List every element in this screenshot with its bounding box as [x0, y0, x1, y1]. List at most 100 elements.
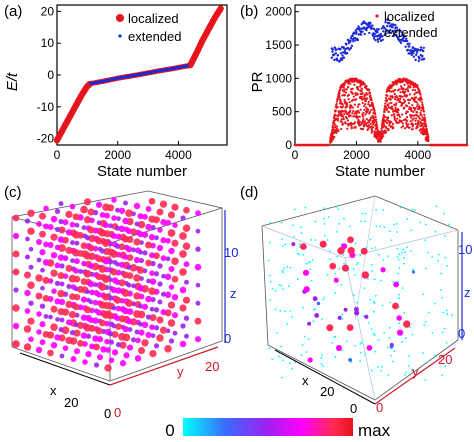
- site-c: [153, 325, 160, 331]
- site-c: [83, 216, 92, 224]
- site-c: [96, 354, 104, 361]
- point-localized-b: [363, 82, 366, 86]
- point-localized-b: [357, 118, 360, 122]
- site-d: [335, 206, 338, 208]
- point-extended-b: [400, 34, 403, 37]
- site-c: [58, 219, 64, 225]
- point-extended-b: [365, 26, 369, 30]
- point-localized-b: [411, 128, 414, 131]
- point-localized-b: [346, 122, 349, 125]
- site-d: [337, 208, 340, 211]
- point-localized-b: [372, 116, 375, 119]
- z-tick-c-10: 10: [224, 245, 238, 260]
- site-d: [321, 318, 324, 320]
- point-localized-b: [399, 100, 402, 104]
- point-localized-b: [402, 124, 405, 128]
- site-c: [171, 257, 179, 266]
- site-c: [127, 327, 133, 333]
- x-tick-c-0: 0: [104, 406, 111, 421]
- point-localized-b: [343, 90, 346, 93]
- point-localized-b: [423, 118, 427, 121]
- point-extended-b: [422, 49, 425, 53]
- point-localized-b: [346, 119, 349, 122]
- site-c: [66, 283, 72, 289]
- site-c: [122, 307, 129, 315]
- point-localized-b: [401, 90, 404, 93]
- point-extended-b: [414, 53, 418, 57]
- site-d-bright: [343, 307, 348, 312]
- site-c: [138, 249, 143, 255]
- panel-a-ytick-label: -20: [37, 132, 55, 146]
- point-extended-b: [417, 59, 421, 63]
- panel-a-xtick-label: 0: [54, 148, 61, 162]
- site-c: [27, 227, 35, 235]
- site-d: [281, 271, 284, 274]
- site-d: [268, 347, 271, 350]
- site-c: [153, 343, 160, 349]
- site-c: [160, 219, 167, 226]
- site-d: [388, 337, 391, 339]
- site-d: [377, 338, 380, 341]
- site-d: [269, 274, 271, 277]
- site-c: [121, 235, 130, 243]
- site-c: [72, 249, 80, 257]
- point-localized-b: [406, 125, 409, 128]
- point-localized-b: [421, 116, 424, 119]
- site-c: [81, 260, 87, 267]
- point-extended-b: [373, 32, 376, 36]
- point-extended-b: [408, 42, 411, 45]
- site-c: [164, 291, 172, 299]
- site-c: [27, 317, 35, 325]
- site-c: [182, 242, 191, 250]
- point-localized-b: [377, 140, 381, 143]
- point-localized-b: [381, 126, 385, 129]
- site-d: [359, 254, 362, 257]
- site-d: [393, 223, 395, 226]
- site-d: [308, 260, 311, 263]
- point-localized-b: [388, 102, 391, 105]
- point-localized-b: [374, 113, 377, 116]
- point-localized-b: [406, 94, 409, 97]
- point-localized-b: [362, 118, 365, 121]
- site-c: [54, 208, 61, 215]
- point-extended-b: [412, 51, 415, 55]
- site-c: [74, 240, 80, 246]
- site-c: [36, 257, 42, 263]
- site-c: [51, 288, 57, 294]
- z-axis-label-d: z: [464, 285, 471, 300]
- site-d: [280, 221, 283, 224]
- site-d-bright: [346, 324, 354, 332]
- site-c: [92, 299, 99, 306]
- point-localized-b: [345, 110, 348, 113]
- point-extended-b: [379, 32, 382, 36]
- site-d: [373, 278, 376, 281]
- point-localized-b: [330, 140, 333, 143]
- site-c: [114, 243, 121, 249]
- site-d: [322, 207, 325, 210]
- site-c: [69, 221, 76, 228]
- site-d: [363, 287, 366, 290]
- point-localized-b: [351, 87, 354, 90]
- point-localized-b: [353, 103, 356, 106]
- point-localized-b: [422, 107, 425, 111]
- site-c: [160, 255, 167, 262]
- panel-b-ytick-label: 500: [272, 105, 292, 119]
- site-d: [444, 365, 447, 368]
- site-d-bright: [403, 320, 411, 328]
- site-c: [115, 341, 122, 348]
- site-d: [367, 321, 370, 324]
- site-c: [157, 227, 163, 233]
- point-extended-b: [339, 48, 342, 51]
- site-c: [58, 226, 66, 234]
- site-c: [141, 321, 149, 329]
- point-extended-b: [341, 51, 345, 54]
- site-c: [125, 245, 133, 253]
- site-c: [165, 256, 171, 262]
- site-c: [115, 305, 122, 312]
- point-localized-b: [404, 118, 407, 121]
- point-localized-b: [419, 96, 423, 99]
- site-c: [168, 338, 175, 344]
- site-d: [299, 226, 302, 229]
- point-localized-b: [335, 100, 339, 103]
- point-localized-b: [401, 95, 404, 98]
